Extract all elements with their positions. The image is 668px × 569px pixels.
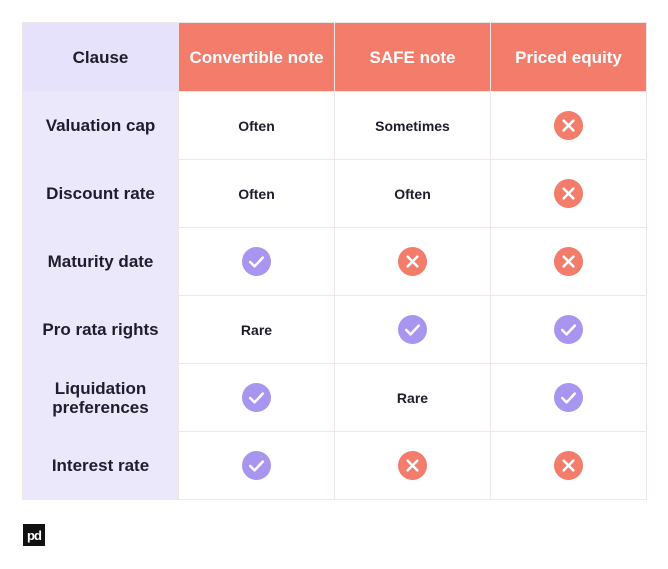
check-icon (397, 314, 428, 345)
check-icon (241, 246, 272, 277)
cell-icon (491, 160, 646, 227)
cross-icon (553, 110, 584, 141)
row-label: Liquidation preferences (23, 364, 178, 431)
row-label: Maturity date (23, 228, 178, 295)
cross-icon (553, 450, 584, 481)
cell-text: Often (179, 160, 334, 227)
check-icon (553, 382, 584, 413)
check-icon (241, 450, 272, 481)
cell-icon (179, 364, 334, 431)
cross-icon (397, 450, 428, 481)
cell-text: Rare (335, 364, 490, 431)
header-cell: Convertible note (179, 23, 334, 91)
row-label: Interest rate (23, 432, 178, 499)
cell-text: Often (335, 160, 490, 227)
cross-icon (553, 178, 584, 209)
cell-icon (179, 432, 334, 499)
cell-icon (491, 432, 646, 499)
cell-icon (491, 228, 646, 295)
row-label: Valuation cap (23, 92, 178, 159)
cell-icon (491, 92, 646, 159)
cell-icon (491, 296, 646, 363)
logo: pd (23, 524, 45, 546)
cell-text: Rare (179, 296, 334, 363)
cross-icon (397, 246, 428, 277)
cross-icon (553, 246, 584, 277)
check-icon (241, 382, 272, 413)
cell-icon (335, 296, 490, 363)
header-cell: Priced equity (491, 23, 646, 91)
cell-icon (335, 228, 490, 295)
row-label: Discount rate (23, 160, 178, 227)
comparison-table: Clause Convertible note SAFE note Priced… (22, 22, 647, 500)
cell-text: Sometimes (335, 92, 490, 159)
cell-icon (179, 228, 334, 295)
cell-icon (335, 432, 490, 499)
row-label: Pro rata rights (23, 296, 178, 363)
cell-icon (491, 364, 646, 431)
cell-text: Often (179, 92, 334, 159)
header-cell: Clause (23, 23, 178, 91)
header-cell: SAFE note (335, 23, 490, 91)
check-icon (553, 314, 584, 345)
